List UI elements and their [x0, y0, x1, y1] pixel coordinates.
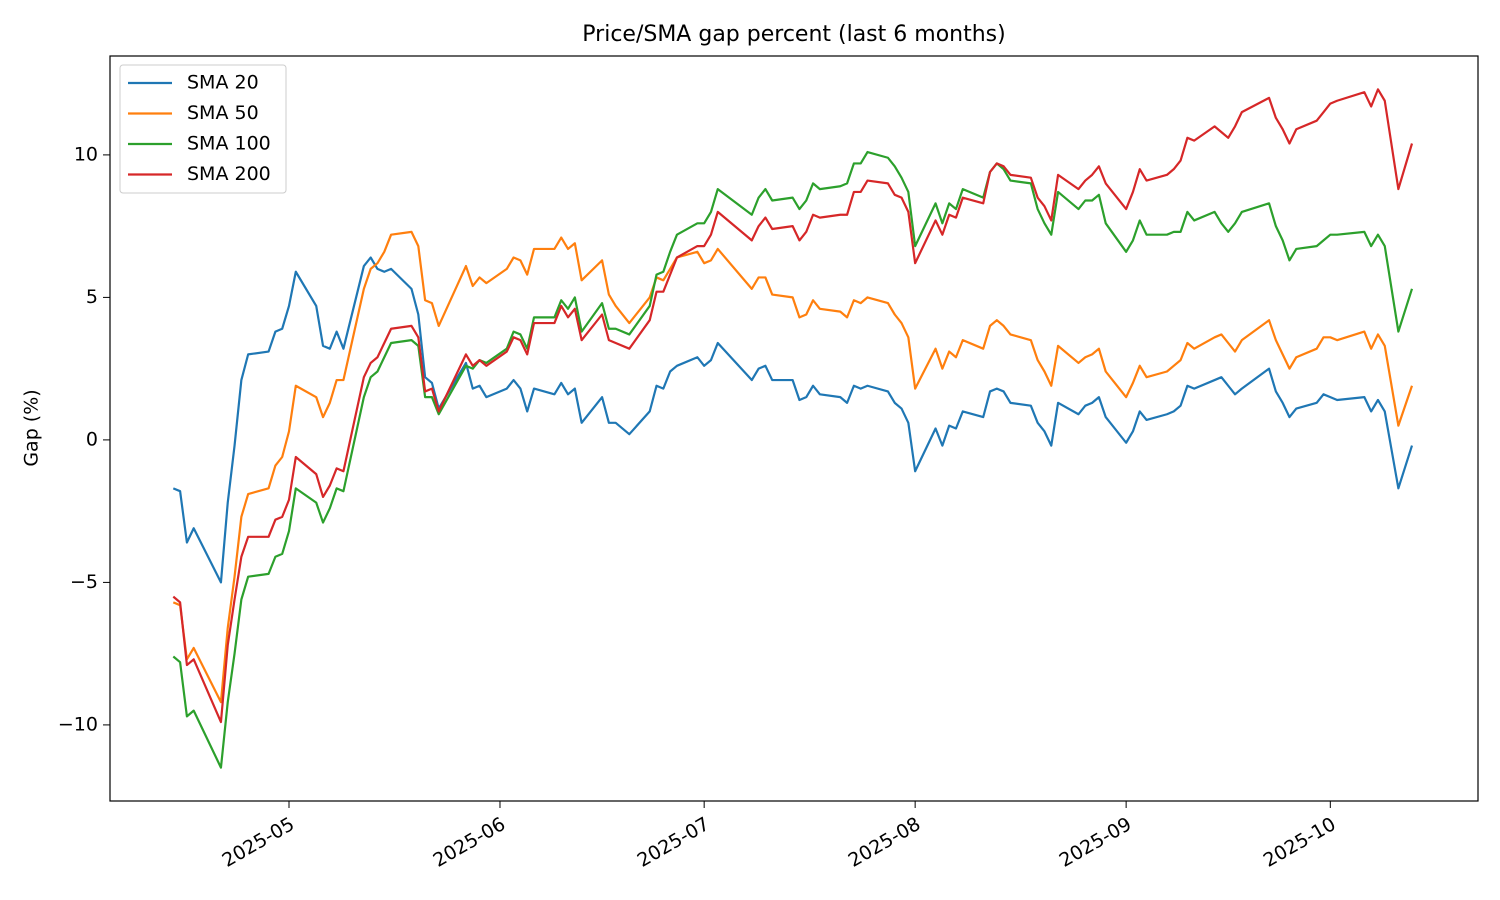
series-line	[172, 256, 1414, 584]
legend-label: SMA 200	[187, 163, 271, 185]
plot-frame	[109, 55, 1479, 802]
y-tick-label: 0	[86, 428, 98, 450]
y-tick-label: 5	[86, 286, 98, 308]
y-axis-label: Gap (%)	[21, 389, 43, 466]
series-line	[172, 88, 1414, 724]
y-tick-label: 10	[74, 143, 98, 165]
legend-label: SMA 100	[187, 133, 271, 155]
legend-box	[119, 64, 287, 194]
legend-label: SMA 50	[187, 102, 259, 124]
y-tick-label: −10	[58, 713, 98, 735]
series-line	[172, 150, 1414, 769]
y-tick-label: −5	[70, 571, 98, 593]
series-line	[172, 230, 1414, 704]
legend-label: SMA 20	[187, 72, 259, 94]
chart-title: Price/SMA gap percent (last 6 months)	[582, 22, 1005, 47]
